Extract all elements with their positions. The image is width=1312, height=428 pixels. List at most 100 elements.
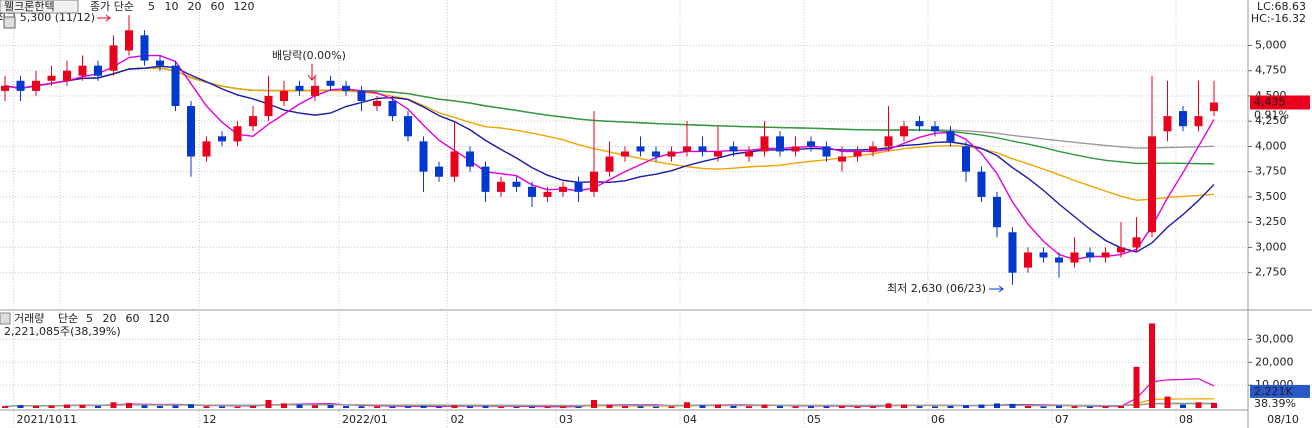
legend-entry: 20 xyxy=(188,0,202,13)
legend-entry: 60 xyxy=(211,0,225,13)
volume-bar xyxy=(296,404,303,408)
volume-bar xyxy=(560,406,566,408)
price-change: 0.91% xyxy=(1254,108,1289,121)
candle-body xyxy=(109,45,118,71)
volume-bar xyxy=(978,404,985,408)
legend-entry: 120 xyxy=(149,312,170,325)
volume-bar xyxy=(95,405,101,408)
annotation: 최저 2,630 (06/23) xyxy=(887,282,986,295)
candle-body xyxy=(249,116,257,127)
volume-bar xyxy=(1180,404,1186,408)
candle-body xyxy=(1055,257,1063,263)
volume-bar xyxy=(79,404,86,408)
price-label: 4,435 xyxy=(1254,95,1286,108)
candle-body xyxy=(946,131,955,142)
volume-bar xyxy=(1009,403,1016,408)
volume-bar xyxy=(250,405,256,408)
candle-body xyxy=(838,156,846,162)
candle-body xyxy=(481,166,490,192)
x-tick-label: 08 xyxy=(1179,413,1193,426)
candle-body xyxy=(1117,247,1125,253)
legend-entry: 5 xyxy=(148,0,155,13)
volume-bar xyxy=(684,402,690,408)
volume-bar xyxy=(715,404,721,408)
volume-bar xyxy=(358,406,365,408)
candle-body xyxy=(94,65,102,76)
candle-body xyxy=(373,100,381,107)
candle-body xyxy=(1086,252,1094,258)
volume-bar xyxy=(1071,406,1078,408)
candle-body xyxy=(295,85,304,91)
candle-body xyxy=(326,80,335,86)
y-tick-label: 4,000 xyxy=(1255,139,1287,152)
candle-body xyxy=(1148,136,1156,233)
volume-bar xyxy=(1025,405,1031,408)
volume-bar xyxy=(327,405,334,408)
y-tick-label: 30,000 xyxy=(1255,332,1294,345)
volume-bar xyxy=(653,406,659,408)
volume-bar xyxy=(730,405,737,408)
legend-entry: 5 xyxy=(86,312,93,325)
volume-bar xyxy=(575,406,582,408)
candle-body xyxy=(187,106,195,157)
title-box xyxy=(0,0,79,14)
candle-body xyxy=(1194,116,1203,127)
x-tick-label: 06 xyxy=(931,413,945,426)
candle-body xyxy=(869,146,877,152)
y-tick-label: 4,250 xyxy=(1255,114,1287,127)
candle-body xyxy=(466,151,474,167)
candle-body xyxy=(1179,111,1187,127)
volume-bar xyxy=(1040,406,1047,408)
y-tick-label: 2,750 xyxy=(1255,266,1287,279)
volume-bar xyxy=(436,406,442,408)
candle-body xyxy=(47,75,56,81)
volume-bar xyxy=(420,405,427,408)
x-tick-label: 2021/10 xyxy=(17,413,63,426)
x-tick-label: 03 xyxy=(559,413,573,426)
volume-bar xyxy=(963,405,969,408)
chart-title: 웰크론한텍 xyxy=(4,0,55,13)
candle-body xyxy=(512,181,521,187)
y-tick-label: 3,750 xyxy=(1255,165,1287,178)
candle-body xyxy=(528,186,536,197)
candle-body xyxy=(993,196,1001,228)
x-tick-label: 05 xyxy=(807,413,821,426)
candle-body xyxy=(140,35,149,61)
candle-body xyxy=(652,151,660,157)
volume-bar xyxy=(529,406,535,408)
hc: HC:-16.32 xyxy=(1251,12,1306,25)
candle-body xyxy=(745,151,753,157)
candle-body xyxy=(791,146,800,152)
candle-body xyxy=(931,126,939,132)
candle-body xyxy=(404,116,412,137)
candle-body xyxy=(574,181,583,192)
candle-body xyxy=(435,166,443,177)
volume-bar xyxy=(265,400,272,408)
candle-body xyxy=(807,141,815,147)
volume-bar xyxy=(482,405,489,408)
candle-body xyxy=(233,126,242,142)
volume-last-label: 2,221K xyxy=(1254,385,1293,398)
x-tick-label: 07 xyxy=(1055,413,1069,426)
volume-bar xyxy=(17,405,24,408)
candle-body xyxy=(156,60,164,66)
volume-bar xyxy=(126,402,132,408)
candle-body xyxy=(729,146,738,152)
candle-body xyxy=(915,121,924,127)
volume-bar xyxy=(994,403,1000,408)
moving-average xyxy=(4,54,1215,261)
volume-legend-label: 단순 xyxy=(58,312,78,325)
volume-bar xyxy=(823,406,830,408)
volume-bar xyxy=(916,406,923,408)
volume-bar xyxy=(1149,323,1155,408)
arrow xyxy=(989,285,1004,293)
date-label: 08/10 xyxy=(1267,413,1299,426)
legend-entry: 60 xyxy=(126,312,140,325)
volume-bar xyxy=(637,406,644,408)
volume-bar xyxy=(808,406,814,408)
candle-body xyxy=(962,146,970,172)
candle-body xyxy=(357,90,366,101)
volume-bar xyxy=(389,406,396,408)
x-tick-label: 04 xyxy=(683,413,697,426)
